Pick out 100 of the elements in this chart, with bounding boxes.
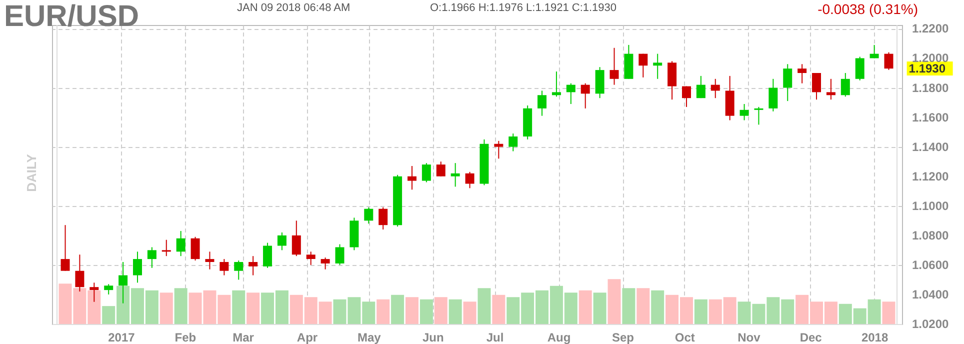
y-tick-label: 1.1200 [912, 169, 950, 184]
bar [160, 292, 173, 324]
bar [405, 297, 418, 324]
candlestick [580, 82, 590, 109]
candlestick [306, 251, 316, 266]
candlestick [320, 257, 330, 270]
candlestick [176, 230, 186, 257]
candlestick [538, 90, 547, 116]
x-tick-label: Oct [674, 330, 695, 344]
candlestick [60, 224, 70, 272]
candlestick [668, 60, 677, 100]
bar [174, 288, 188, 324]
bar [463, 302, 476, 324]
x-tick-label: Nov [738, 330, 761, 344]
y-tick-label: 1.1400 [912, 140, 950, 154]
candlestick [378, 206, 388, 230]
bar [622, 288, 636, 324]
bar [391, 294, 404, 324]
candlestick [768, 78, 778, 112]
text: O:1.1966 H:1.1976 L:1.1921 C:1.1930 [430, 2, 617, 14]
candlestick [90, 282, 99, 302]
bar [593, 292, 606, 324]
candlestick [610, 47, 619, 86]
chart-title: EUR/USD [4, 0, 140, 33]
bar [478, 288, 491, 324]
x-tick-label: Feb [174, 330, 196, 344]
candlestick [292, 220, 301, 257]
candlestick [595, 66, 604, 99]
candlestick [248, 256, 258, 276]
bar [636, 288, 650, 324]
candlestick [653, 53, 662, 80]
y-tick-label: 1.0600 [912, 258, 950, 272]
candlestick [494, 140, 504, 160]
candlestick [147, 246, 156, 268]
bar [694, 299, 708, 324]
candlestick [696, 75, 706, 99]
candlestick [566, 82, 576, 104]
candlestick [783, 64, 792, 102]
x-tick-label: Dec [800, 330, 822, 344]
candlestick [754, 106, 764, 126]
candlestick [277, 232, 286, 251]
bar [448, 299, 462, 324]
x-tick-label: Jul [486, 330, 504, 344]
x-tick-label: Aug [547, 330, 571, 344]
candlestick [508, 133, 518, 152]
candlestick [407, 166, 416, 190]
candlestick [118, 261, 128, 304]
candlestick [132, 251, 142, 284]
y-tick-label: 1.0200 [912, 317, 950, 331]
y-tick-label: 1.0400 [912, 287, 950, 302]
candlestick [335, 244, 344, 266]
bar [420, 299, 433, 324]
y-tick-label: 1.1000 [912, 198, 950, 213]
y-tick-label: 1.1800 [912, 80, 950, 95]
text: -0.0038 (0.31%) [818, 1, 918, 17]
x-tick-label: Mar [232, 330, 254, 344]
y-tick-label: 1.2200 [912, 22, 950, 36]
x-tick-label: Sep [612, 330, 634, 344]
y-tick-label: 1.1600 [912, 110, 950, 124]
candlestick [263, 242, 272, 268]
candlestick [75, 254, 84, 292]
candlestick [840, 72, 850, 98]
bar [246, 292, 260, 324]
candlestick [682, 86, 691, 108]
candlestick [870, 44, 879, 59]
bar [882, 302, 896, 324]
candlestick [812, 72, 822, 100]
candlestick [450, 162, 460, 188]
bar [232, 290, 246, 324]
candlestick [364, 206, 374, 224]
candlestick [465, 171, 474, 189]
candlestick [234, 260, 244, 280]
bar [578, 290, 592, 324]
x-tick-label: Apr [296, 330, 318, 344]
candlestick [855, 56, 864, 81]
candlestick [436, 161, 446, 177]
y-tick-label: 1.0800 [912, 228, 950, 242]
candlestick [884, 52, 894, 70]
candlestick [710, 78, 720, 99]
candlestick [205, 251, 214, 270]
candlestick [552, 71, 561, 98]
candlestick [104, 284, 114, 295]
candlestick [190, 236, 200, 262]
candlestick [740, 103, 749, 121]
bar [376, 299, 390, 324]
bar [492, 294, 506, 324]
text: JAN 09 2018 06:48 AM [237, 2, 350, 14]
x-tick-label: Jun [422, 330, 444, 344]
bar [608, 279, 621, 324]
candlestick [422, 162, 431, 183]
x-tick-label: 2018 [861, 330, 888, 344]
candlestick [826, 78, 836, 100]
candlestick [638, 53, 648, 78]
candlestick [798, 64, 807, 84]
candlestick [162, 239, 171, 257]
x-tick-label: 2017 [108, 330, 136, 344]
candlestick [220, 258, 229, 276]
bar [651, 290, 664, 324]
x-tick-label: May [357, 330, 382, 344]
bar [434, 297, 448, 324]
